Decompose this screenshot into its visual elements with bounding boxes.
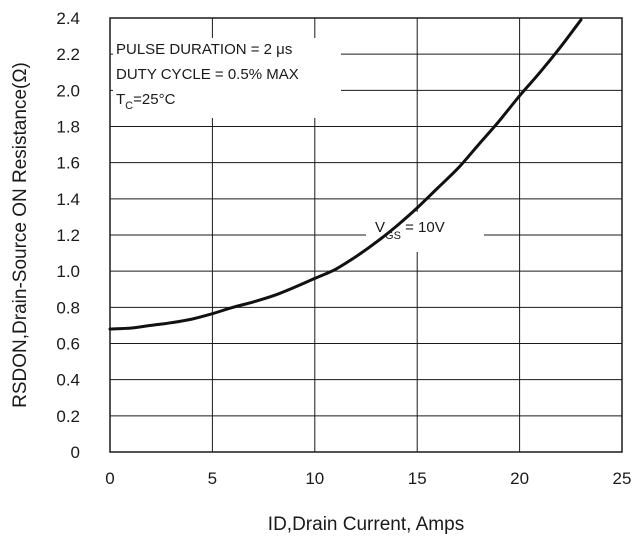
y-tick-label: 1.2 bbox=[56, 226, 80, 245]
case-temperature-annotation: TC=25°C bbox=[116, 91, 176, 112]
x-tick-label: 15 bbox=[408, 469, 427, 488]
x-tick-label: 20 bbox=[510, 469, 529, 488]
grid-lines bbox=[110, 18, 622, 452]
y-tick-label: 0.4 bbox=[56, 371, 80, 390]
tc-main: T bbox=[116, 91, 125, 108]
plot-frame bbox=[109, 17, 623, 453]
tc-value: =25°C bbox=[133, 91, 175, 108]
duty-cycle-annotation: DUTY CYCLE = 0.5% MAX bbox=[116, 66, 299, 83]
y-tick-label: 2.0 bbox=[56, 81, 80, 100]
y-tick-label: 1.4 bbox=[56, 190, 80, 209]
y-tick-label: 1.8 bbox=[56, 118, 80, 137]
x-tick-label: 0 bbox=[105, 469, 114, 488]
vgs-annotation: VGS = 10V bbox=[375, 219, 445, 242]
y-tick-label: 0.8 bbox=[56, 298, 80, 317]
y-tick-label: 2.4 bbox=[56, 9, 80, 28]
pulse-duration-annotation: PULSE DURATION = 2 μs bbox=[116, 41, 292, 58]
y-tick-label: 0.6 bbox=[56, 335, 80, 354]
y-tick-labels: 0 0.2 0.4 0.6 0.8 1.0 1.2 1.4 1.6 1.8 2.0 2.2 2.4 bbox=[56, 9, 80, 462]
tc-subscript: C bbox=[125, 100, 133, 112]
vgs-annotation-bg bbox=[366, 212, 484, 252]
y-tick-label: 2.2 bbox=[56, 45, 80, 64]
x-axis-label: ID,Drain Current, Amps bbox=[268, 514, 464, 535]
y-tick-label: 1.6 bbox=[56, 154, 80, 173]
y-tick-label: 1.0 bbox=[56, 262, 80, 281]
vgs-main: V bbox=[375, 219, 385, 236]
vgs-value: = 10V bbox=[401, 219, 445, 236]
x-tick-label: 5 bbox=[208, 469, 217, 488]
x-tick-label: 10 bbox=[305, 469, 324, 488]
series-line bbox=[108, 18, 583, 331]
x-tick-label: 25 bbox=[613, 469, 632, 488]
conditions-annotation-bg bbox=[113, 38, 341, 118]
x-tick-labels: 0 5 10 15 20 25 bbox=[105, 469, 631, 488]
vgs-subscript: GS bbox=[385, 230, 401, 242]
y-tick-label: 0 bbox=[71, 443, 80, 462]
y-axis-label: RSDON,Drain-Source ON Resistance(Ω) bbox=[10, 62, 31, 408]
y-tick-label: 0.2 bbox=[56, 407, 80, 426]
